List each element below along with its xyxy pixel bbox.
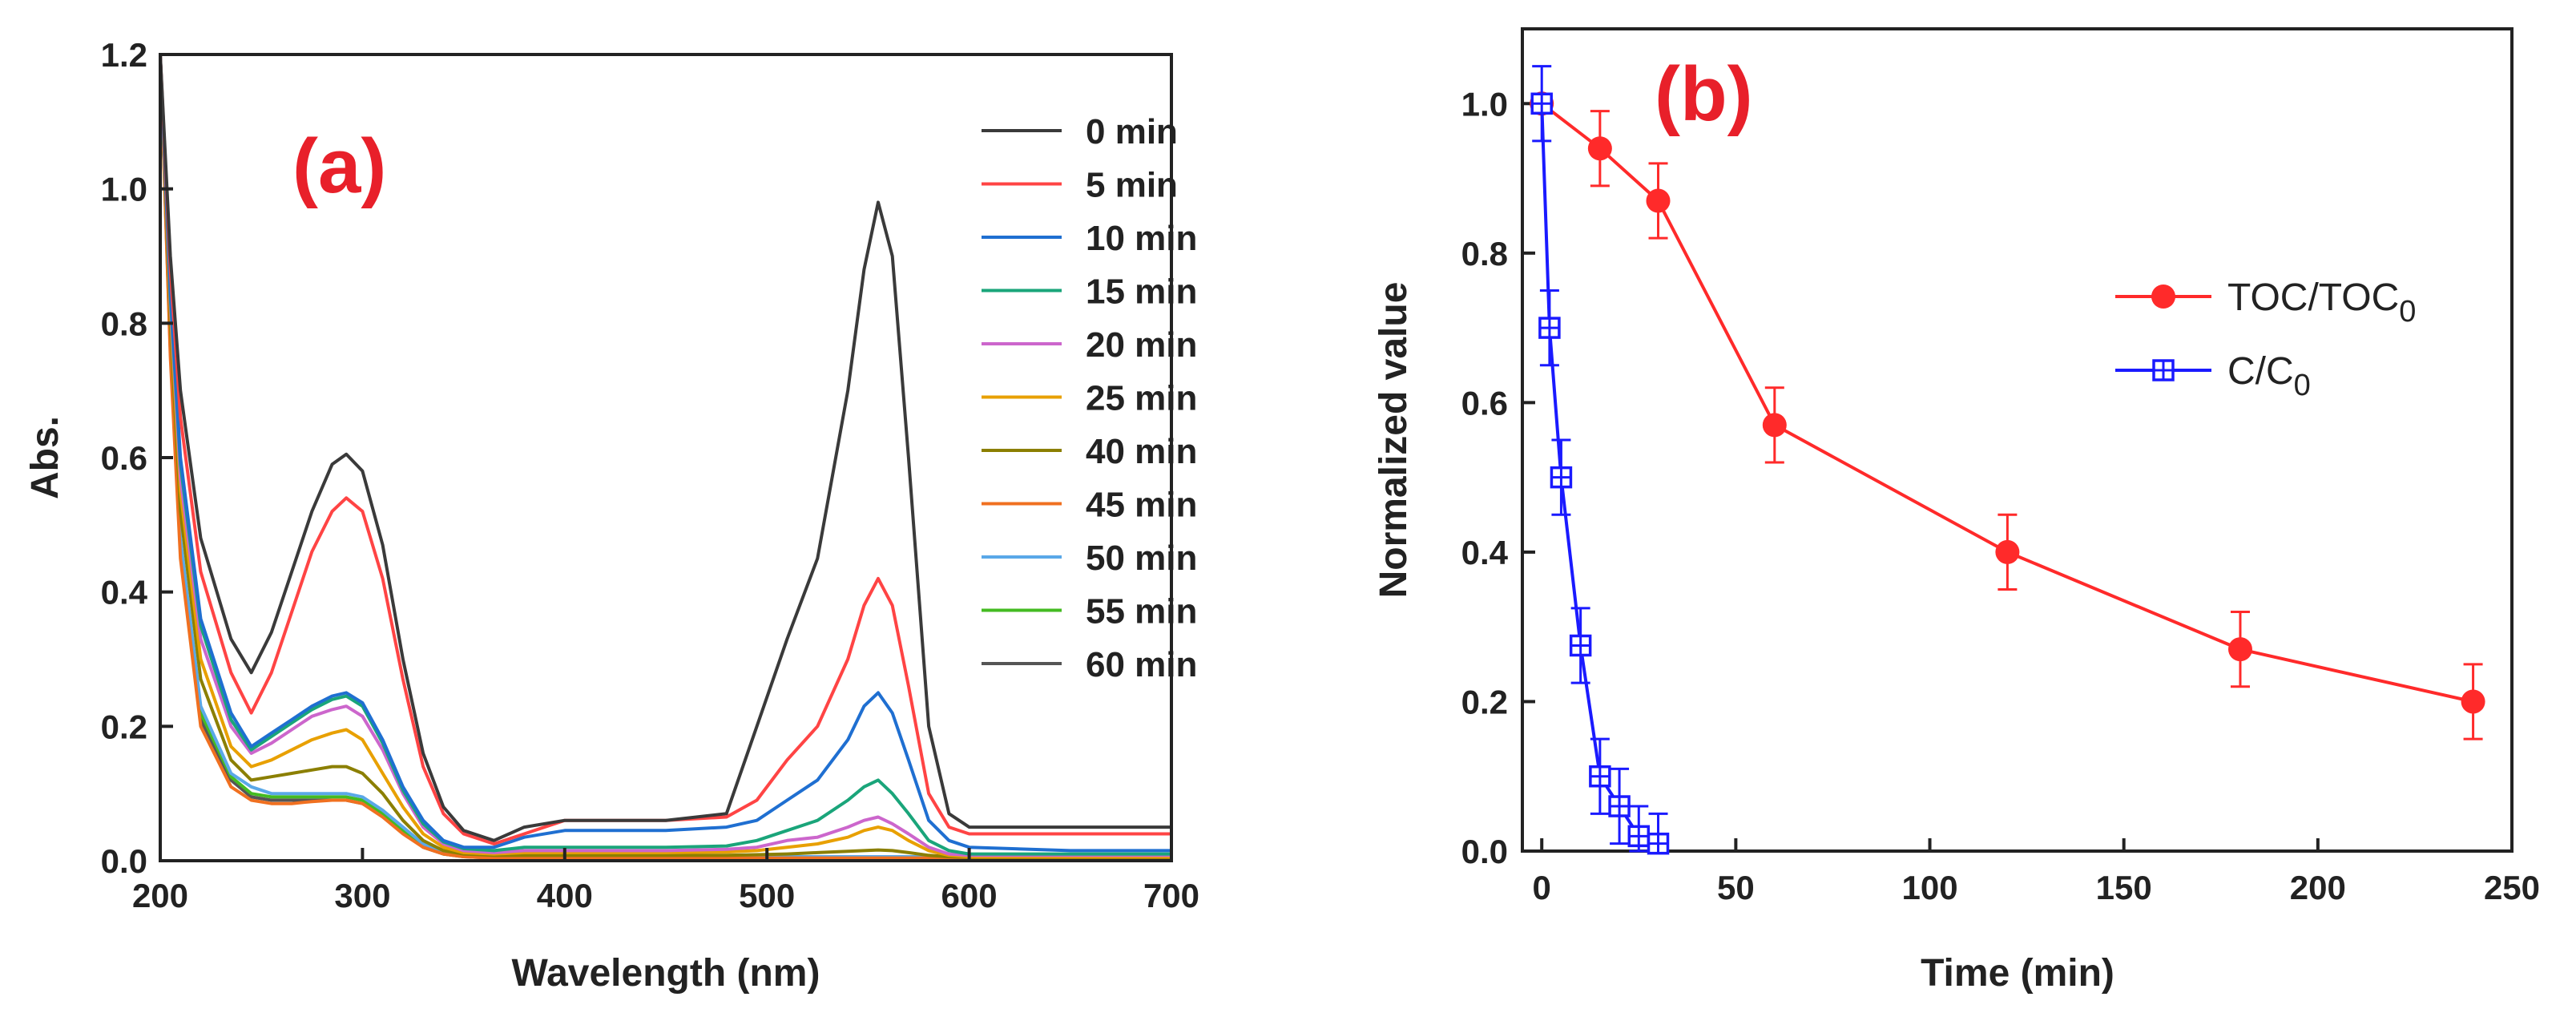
legend-label-a-1: 5 min — [1086, 166, 1178, 205]
legend-label-subscript: 0 — [2294, 369, 2311, 402]
series-group-b — [1530, 65, 2485, 855]
legend-label-a-4: 20 min — [1086, 325, 1197, 365]
plot-frame-b — [1521, 27, 2514, 853]
x-tick-label-b-3: 150 — [2096, 869, 2152, 906]
legend-label-a-2: 10 min — [1086, 219, 1197, 258]
x-tick-label-a-0: 200 — [132, 877, 188, 914]
series-line-1 — [159, 54, 1171, 845]
series-line-4 — [159, 54, 1171, 858]
data-point-b-1-1 — [1538, 317, 1561, 339]
data-point-b-1-4 — [1589, 765, 1611, 788]
x-tick-label-a-1: 300 — [334, 877, 390, 914]
legend-label-a-6: 40 min — [1086, 432, 1197, 471]
y-tick-label-a-2: 0.4 — [101, 574, 148, 611]
y-tick-label-a-6: 1.2 — [101, 36, 147, 74]
y-tick-label-b-3: 0.6 — [1461, 384, 1508, 422]
series-line-b-0 — [1540, 102, 2474, 704]
legend-label-a-5: 25 min — [1086, 379, 1197, 418]
y-tick-label-a-3: 0.6 — [101, 439, 147, 477]
data-point-b-1-2 — [1550, 466, 1573, 489]
legend-label-a-3: 15 min — [1086, 272, 1197, 312]
panel-label-b: (b) — [1655, 51, 1753, 137]
series-group-a — [159, 54, 1171, 860]
x-tick-label-b-5: 250 — [2484, 869, 2540, 906]
legend-label-main: C/C — [2227, 350, 2294, 393]
panel-label-a: (a) — [292, 123, 386, 209]
x-tick-label-a-3: 500 — [739, 877, 795, 914]
y-tick-label-a-4: 0.8 — [101, 305, 147, 342]
legend-label-subscript: 0 — [2399, 295, 2416, 329]
series-line-0 — [159, 54, 1171, 842]
x-tick-label-a-5: 700 — [1143, 877, 1199, 914]
legend-label-a-7: 45 min — [1086, 486, 1197, 525]
legend-marker-b-1 — [2152, 359, 2175, 381]
data-point-b-1-6 — [1627, 825, 1651, 848]
legend-label-b-0: TOC/TOC0 — [2227, 276, 2416, 329]
legend-label-a-0: 0 min — [1086, 112, 1178, 151]
series-line-7 — [159, 54, 1171, 860]
y-tick-label-b-5: 1.0 — [1461, 85, 1508, 123]
data-point-b-1-0 — [1530, 92, 1553, 115]
data-point-b-0-1 — [1587, 136, 1612, 161]
legend-a: 0 min 5 min 10 min 15 min 20 min 25 min 40 min… — [982, 112, 1197, 684]
data-point-b-0-4 — [1995, 539, 2020, 564]
chart-panel-a: 200 300 400 500 600 7000.00.20.40.60.81.01.2 … — [24, 36, 1199, 995]
x-axis-title-b: Time (min) — [1921, 952, 2114, 995]
legend-label-b-1: C/C0 — [2227, 350, 2311, 402]
x-tick-label-b-0: 0 — [1533, 869, 1551, 906]
data-point-b-1-3 — [1569, 634, 1592, 657]
chart-panel-b: 0 50 100 150 200 250 0.0 0.2 0.4 0.6 0.8 1.0 (b) Ti… — [1373, 27, 2540, 995]
y-tick-label-a-1: 0.2 — [101, 708, 147, 745]
data-point-b-1-5 — [1608, 795, 1631, 817]
y-tick-label-b-4: 0.8 — [1461, 235, 1508, 272]
data-point-b-0-3 — [1762, 413, 1787, 438]
x-tick-label-a-4: 600 — [941, 877, 998, 914]
y-tick-label-b-0: 0.0 — [1461, 833, 1508, 870]
legend-label-a-9: 55 min — [1086, 592, 1197, 632]
x-tick-label-b-2: 100 — [1901, 869, 1957, 906]
legend-label-a-10: 60 min — [1086, 645, 1197, 684]
y-tick-label-a-5: 1.0 — [101, 171, 147, 208]
data-point-b-0-6 — [2461, 689, 2485, 714]
legend-label-main: TOC/TOC — [2227, 276, 2399, 319]
y-tick-label-b-2: 0.4 — [1461, 534, 1509, 571]
legend-marker-b-0 — [2151, 284, 2175, 309]
ticks-group-a: 200 300 400 500 600 700 0.0 0.2 0.4 0.6 0.8 1.0 1.2 — [101, 36, 1199, 914]
series-line-3 — [159, 54, 1171, 856]
legend-label-a-8: 50 min — [1086, 539, 1197, 578]
series-line-2 — [159, 54, 1171, 853]
y-tick-label-b-1: 0.2 — [1461, 683, 1508, 720]
x-tick-label-b-1: 50 — [1717, 869, 1755, 906]
data-point-b-0-2 — [1646, 188, 1671, 213]
x-tick-label-b-4: 200 — [2290, 869, 2346, 906]
y-axis-title-b: Normalized value — [1373, 282, 1415, 599]
x-axis-title-a: Wavelength (nm) — [512, 952, 820, 995]
x-tick-label-a-2: 400 — [537, 877, 593, 914]
y-axis-title-a: Abs. — [24, 416, 67, 499]
y-tick-label-a-0: 0.0 — [101, 842, 147, 880]
ticks-group-b: 0 50 100 150 200 250 0.0 0.2 0.4 0.6 0.8 1.0 — [1461, 85, 2540, 906]
data-point-b-0-5 — [2227, 637, 2252, 662]
data-point-b-1-7 — [1647, 832, 1670, 855]
